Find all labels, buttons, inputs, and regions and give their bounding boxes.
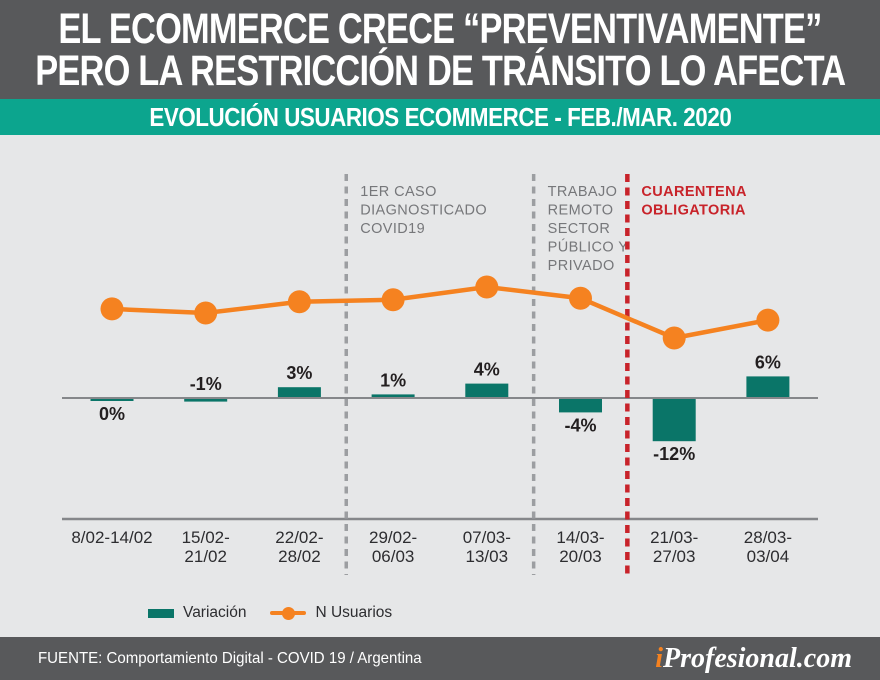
variacion-bar (371, 394, 415, 398)
legend-item-usuarios: N Usuarios (270, 604, 392, 622)
chart-area: 1ER CASO DIAGNOSTICADO COVID19 TRABAJO REMOT… (0, 135, 880, 637)
combo-chart: 1ER CASO DIAGNOSTICADO COVID19 TRABAJO REMOT… (62, 174, 818, 575)
variacion-bar (90, 398, 134, 401)
usuarios-point (287, 290, 311, 314)
annotation-text: CUARENTENA (641, 184, 747, 200)
page-title-line1: EL ECOMMERCE CRECE “PREVENTIVAMENTE” (58, 4, 822, 53)
legend-item-variacion: Variación (148, 604, 246, 622)
variacion-bar (746, 376, 790, 398)
bar-value-label: 3% (286, 363, 312, 383)
header-banner: EL ECOMMERCE CRECE “PREVENTIVAMENTE” PER… (0, 0, 880, 99)
page-title-line2: PERO LA RESTRICCIÓN DE TRÁNSITO LO AFECT… (34, 46, 846, 95)
usuarios-point (475, 275, 499, 299)
bar-value-label: -1% (190, 374, 222, 394)
iprofesional-logo: iProfesional.com (655, 643, 852, 675)
annotation-text: DIAGNOSTICADO (360, 203, 487, 219)
bar-value-label: 0% (99, 404, 125, 424)
usuarios-point (194, 301, 218, 325)
variacion-bar (277, 387, 321, 398)
usuarios-point (381, 288, 405, 312)
chart-legend: Variación N Usuarios (148, 604, 392, 622)
logo-rest: Profesional.com (663, 642, 852, 674)
variacion-bar (184, 398, 228, 402)
bar-value-label: 4% (474, 360, 500, 380)
usuarios-line-dot-icon (270, 606, 307, 620)
annotation-text: REMOTO (548, 203, 614, 219)
logo-prefix: i (655, 642, 663, 674)
usuarios-point (756, 308, 780, 332)
annotation-text: OBLIGATORIA (641, 203, 746, 219)
annotation-text: COVID19 (360, 221, 425, 237)
annotation-text: TRABAJO (548, 184, 618, 200)
bar-value-label: -4% (564, 415, 596, 435)
annotation-text: 1ER CASO (360, 184, 437, 200)
bar-value-label: 6% (755, 352, 781, 372)
subtitle-banner: EVOLUCIÓN USUARIOS ECOMMERCE - FEB./MAR.… (0, 99, 880, 135)
variacion-bar (559, 398, 602, 413)
annotation-text: SECTOR (548, 221, 611, 237)
annotation-text: PRIVADO (548, 258, 615, 274)
chart-subtitle: EVOLUCIÓN USUARIOS ECOMMERCE - FEB./MAR.… (149, 101, 731, 132)
legend-variacion-label: Variación (183, 604, 247, 621)
usuarios-point (662, 326, 686, 350)
usuarios-point (569, 286, 592, 310)
variacion-swatch-icon (148, 608, 174, 618)
usuarios-point (100, 297, 124, 321)
bar-value-label: 1% (380, 370, 406, 390)
usuarios-line (111, 284, 769, 341)
legend-usuarios-label: N Usuarios (315, 604, 393, 621)
variacion-bar (465, 383, 509, 398)
annotation-text: PÚBLICO Y (548, 239, 629, 256)
footer-bar: FUENTE: Comportamiento Digital - COVID 1… (0, 637, 880, 680)
bar-value-label: -12% (653, 444, 695, 464)
variacion-bar (652, 398, 696, 442)
source-note: FUENTE: Comportamiento Digital - COVID 1… (38, 649, 422, 667)
